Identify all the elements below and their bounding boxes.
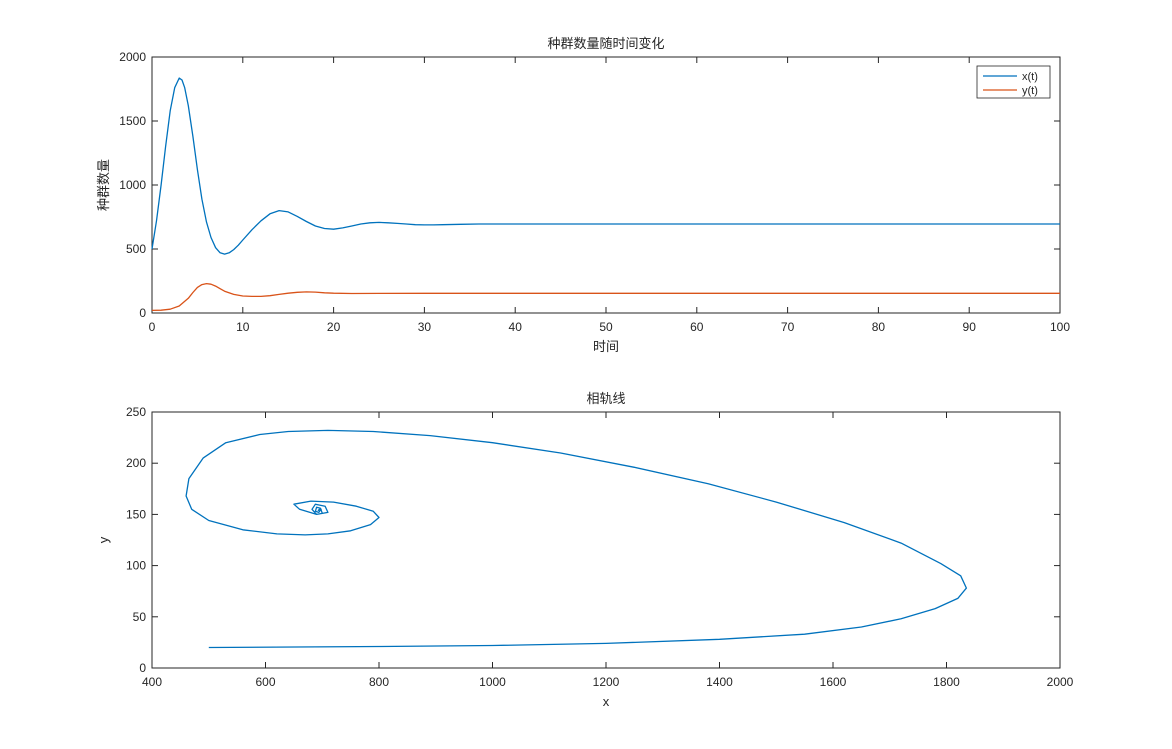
x-tick-label: 100 bbox=[1050, 320, 1070, 334]
x-tick-label: 0 bbox=[149, 320, 156, 334]
x-tick-label: 1000 bbox=[479, 675, 506, 689]
y-tick-label: 50 bbox=[133, 610, 147, 624]
time-series-axes: 0 10 20 30 40 50 60 70 80 90 100 0500100015002000 … bbox=[96, 36, 1070, 354]
y-tick-label: 1500 bbox=[119, 114, 146, 128]
phase-portrait-lines bbox=[185, 429, 968, 649]
x-tick-label: 1200 bbox=[593, 675, 620, 689]
legend-entry-x: x(t) bbox=[1022, 71, 1038, 83]
time-series-plot-area bbox=[151, 56, 1061, 314]
x-tick-label: 600 bbox=[255, 675, 275, 689]
x-tick-label: 60 bbox=[690, 320, 704, 334]
x-tick-label: 50 bbox=[599, 320, 613, 334]
y-tick-label: 0 bbox=[139, 661, 146, 675]
x-tick-label: 400 bbox=[142, 675, 162, 689]
x-tick-label: 90 bbox=[963, 320, 977, 334]
phase-trajectory-line bbox=[185, 429, 968, 649]
phase-portrait-y-axis-label: y bbox=[96, 536, 111, 543]
x-tick-label: 80 bbox=[872, 320, 886, 334]
time-series-title: 种群数量随时间变化 bbox=[547, 36, 664, 51]
phase-portrait-title: 相轨线 bbox=[586, 391, 625, 406]
x-tick-label: 1400 bbox=[706, 675, 733, 689]
x-tick-label: 20 bbox=[327, 320, 341, 334]
y-tick-label: 100 bbox=[126, 559, 146, 573]
x-tick-label: 800 bbox=[369, 675, 389, 689]
legend-entry-y: y(t) bbox=[1022, 85, 1038, 97]
y-tick-label: 250 bbox=[126, 405, 146, 419]
phase-portrait-x-axis-label: x bbox=[603, 694, 610, 709]
phase-portrait-plot-area bbox=[151, 411, 1061, 669]
y-tick-label: 2000 bbox=[119, 50, 146, 64]
series-xt-line bbox=[151, 77, 1060, 255]
y-tick-label: 0 bbox=[139, 306, 146, 320]
y-tick-label: 150 bbox=[126, 507, 146, 521]
x-tick-label: 2000 bbox=[1047, 675, 1074, 689]
time-series-y-ticks: 0 500 1000 1500 2000 bbox=[119, 50, 1060, 320]
legend-box bbox=[976, 65, 1051, 99]
time-series-lines bbox=[151, 77, 1060, 312]
x-tick-label: 10 bbox=[236, 320, 250, 334]
y-tick-label: 200 bbox=[126, 456, 146, 470]
time-series-x-axis-label: 时间 bbox=[593, 339, 619, 354]
phase-portrait-x-ticks: 400 600 800 1000 1200 1400 1600 1800 2000 bbox=[142, 412, 1074, 689]
y-tick-label: 500 bbox=[126, 242, 146, 256]
time-series-y-axis-label: 种群数量 bbox=[96, 159, 111, 211]
time-series-x-ticks: 0 10 20 30 40 50 60 70 80 90 100 bbox=[149, 57, 1070, 334]
x-tick-label: 1800 bbox=[933, 675, 960, 689]
x-tick-label: 70 bbox=[781, 320, 795, 334]
phase-portrait-y-ticks: 0 50 100 150 200 250 bbox=[126, 405, 1060, 675]
series-yt-line bbox=[151, 282, 1060, 312]
x-tick-label: 1600 bbox=[820, 675, 847, 689]
y-tick-label: 1000 bbox=[119, 178, 146, 192]
x-tick-label: 40 bbox=[509, 320, 523, 334]
time-series-legend: x(t) y(t) bbox=[976, 65, 1051, 99]
x-tick-label: 30 bbox=[418, 320, 432, 334]
phase-portrait-axes: 400 600 800 1000 1200 1400 1600 1800 2000 0 50 100… bbox=[96, 391, 1074, 709]
